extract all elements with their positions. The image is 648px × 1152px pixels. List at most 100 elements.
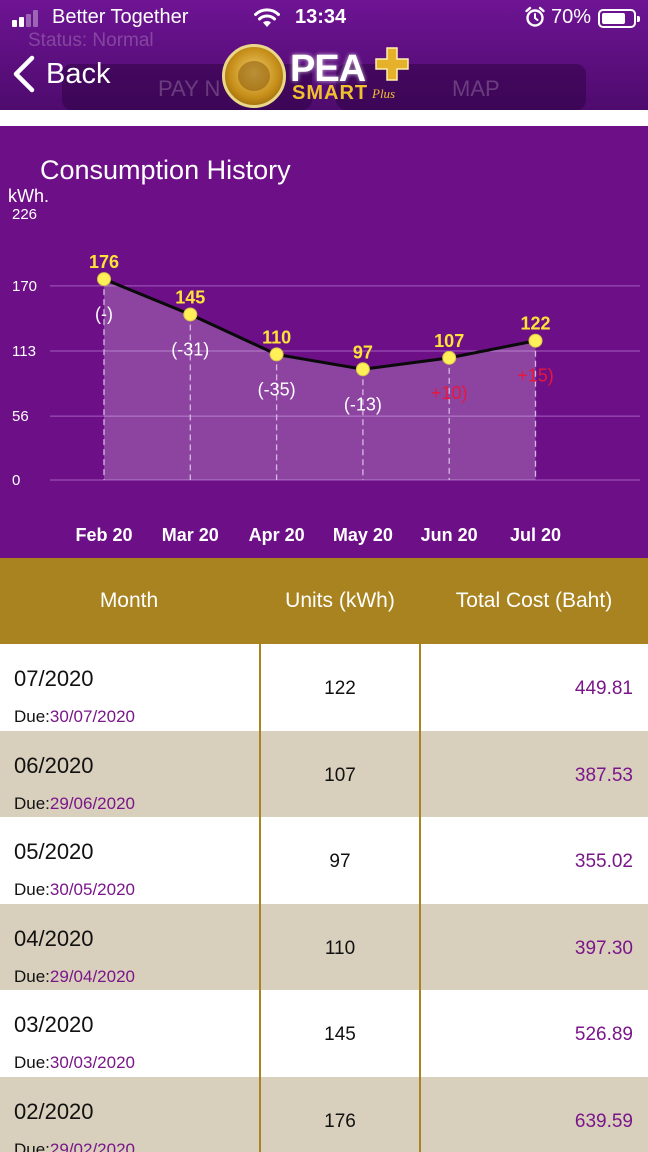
y-tick-label: 170 <box>12 278 37 295</box>
table-row[interactable]: 05/2020 Due:30/05/2020 97 355.02 <box>0 817 648 904</box>
data-value-label: 110 <box>262 327 291 347</box>
consumption-area <box>104 279 536 480</box>
signal-icon <box>12 9 42 27</box>
carrier-name: Better Together <box>52 6 189 28</box>
plus-icon <box>375 47 409 81</box>
row-total-cost: 355.02 <box>574 851 633 872</box>
chart-title: Consumption History <box>40 155 291 185</box>
due-label: Due: <box>14 1139 50 1152</box>
table-header: Month Units (kWh) Total Cost (Baht) <box>0 558 648 644</box>
data-diff-label: (-13) <box>344 394 382 414</box>
row-month: 06/2020 <box>14 752 94 778</box>
wifi-icon <box>254 8 280 27</box>
row-due: Due:30/05/2020 <box>14 880 135 900</box>
status-time: 13:34 <box>295 6 347 28</box>
row-month: 04/2020 <box>14 925 94 951</box>
logo-plus-text: Plus <box>372 86 396 101</box>
data-value-label: 97 <box>353 342 373 362</box>
consumption-line <box>103 277 536 371</box>
due-date: 29/02/2020 <box>49 1139 136 1152</box>
consumption-chart: Consumption History kWh. 226 170 113 56 0 176… <box>0 126 648 558</box>
battery-percentage: 70% <box>551 6 592 28</box>
x-tick-label: May 20 <box>333 525 393 545</box>
row-due: Due:30/03/2020 <box>14 1053 135 1073</box>
row-total-cost: 526.89 <box>574 1024 633 1045</box>
back-button[interactable]: Back <box>10 52 110 96</box>
row-units: 176 <box>324 1110 356 1132</box>
table-row[interactable]: 04/2020 Due:29/04/2020 110 397.30 <box>0 903 648 990</box>
x-tick-label: Feb 20 <box>75 525 132 545</box>
background-status-text: Status: Normal <box>28 30 154 51</box>
y-tick-label: 113 <box>12 343 36 360</box>
row-due: Due:29/06/2020 <box>14 794 135 814</box>
due-date: 30/03/2020 <box>49 1053 136 1072</box>
data-value-label: 107 <box>434 331 464 351</box>
data-diff-label: +15) <box>517 366 554 386</box>
due-label: Due: <box>14 793 50 813</box>
due-date: 30/07/2020 <box>49 707 136 726</box>
alarm-icon <box>525 6 545 27</box>
data-point <box>269 347 284 362</box>
due-date: 29/04/2020 <box>49 966 136 986</box>
logo-text: PEA <box>290 48 366 90</box>
row-total-cost: 449.81 <box>574 678 633 699</box>
row-total-cost: 639.59 <box>574 1110 633 1132</box>
pea-emblem-icon <box>222 44 286 108</box>
data-value-label: 145 <box>175 287 205 307</box>
background-map-text: MAP <box>452 76 500 101</box>
row-due: Due:29/02/2020 <box>14 1140 135 1152</box>
row-month: 03/2020 <box>14 1012 94 1037</box>
due-label: Due: <box>14 1053 50 1072</box>
due-label: Due: <box>14 966 50 986</box>
due-date: 30/05/2020 <box>49 880 136 899</box>
x-tick-label: Apr 20 <box>249 525 305 545</box>
row-units: 97 <box>329 851 351 872</box>
data-value-label: 122 <box>520 314 550 334</box>
due-label: Due: <box>14 707 50 726</box>
table-row[interactable]: 02/2020 Due:29/02/2020 176 639.59 <box>0 1076 648 1152</box>
table-row[interactable]: 03/2020 Due:30/03/2020 145 526.89 <box>0 990 648 1077</box>
chart-y-unit: kWh. <box>8 186 50 206</box>
y-tick-label: 0 <box>12 472 20 489</box>
data-point <box>183 307 198 322</box>
row-due: Due:29/04/2020 <box>14 967 135 987</box>
row-month: 02/2020 <box>14 1098 94 1124</box>
y-tick-label: 226 <box>12 206 37 223</box>
header-total-cost: Total Cost (Baht) <box>455 589 613 612</box>
logo-subtext: SMART <box>292 82 369 104</box>
data-diff-label: (-31) <box>171 339 209 359</box>
data-diff-label: +10) <box>431 383 468 403</box>
row-total-cost: 397.30 <box>574 937 633 959</box>
row-month: 07/2020 <box>14 666 94 691</box>
row-month: 05/2020 <box>14 839 94 864</box>
x-tick-label: Jun 20 <box>421 525 478 545</box>
back-button-label: Back <box>46 57 111 90</box>
x-tick-label: Mar 20 <box>162 525 219 545</box>
status-bar: Better Together 13:34 70% <box>0 0 648 36</box>
header-month: Month <box>99 589 159 612</box>
bill-list: 07/2020 Due:30/07/2020 122 449.81 06/202… <box>0 644 648 1152</box>
row-due: Due:30/07/2020 <box>14 707 135 727</box>
table-row[interactable]: 07/2020 Due:30/07/2020 122 449.81 <box>0 644 648 731</box>
chart-plot: 226 170 113 56 0 176 (-) Feb 20 145 (-31) Mar 20 11… <box>12 206 640 545</box>
pea-smart-plus-logo: PEA SMART Plus <box>222 44 412 108</box>
column-divider <box>419 644 421 1152</box>
data-point <box>97 272 111 287</box>
row-units: 145 <box>324 1024 356 1045</box>
table-row[interactable]: 06/2020 Due:29/06/2020 107 387.53 <box>0 730 648 817</box>
x-tick-label: Jul 20 <box>510 525 561 545</box>
row-units: 110 <box>324 937 356 959</box>
battery-icon <box>598 9 640 28</box>
data-value-label: 176 <box>89 252 119 272</box>
app-header: Status: Normal PAY N MAP Better Together… <box>0 0 648 110</box>
due-label: Due: <box>14 880 50 899</box>
due-date: 29/06/2020 <box>49 793 136 813</box>
data-point <box>442 350 457 365</box>
row-units: 122 <box>324 678 356 699</box>
y-tick-label: 56 <box>12 408 29 425</box>
background-map-pill <box>336 64 586 110</box>
background-pay-text: PAY N <box>158 76 221 101</box>
data-diff-label: (-) <box>95 304 113 324</box>
data-point <box>355 362 370 377</box>
